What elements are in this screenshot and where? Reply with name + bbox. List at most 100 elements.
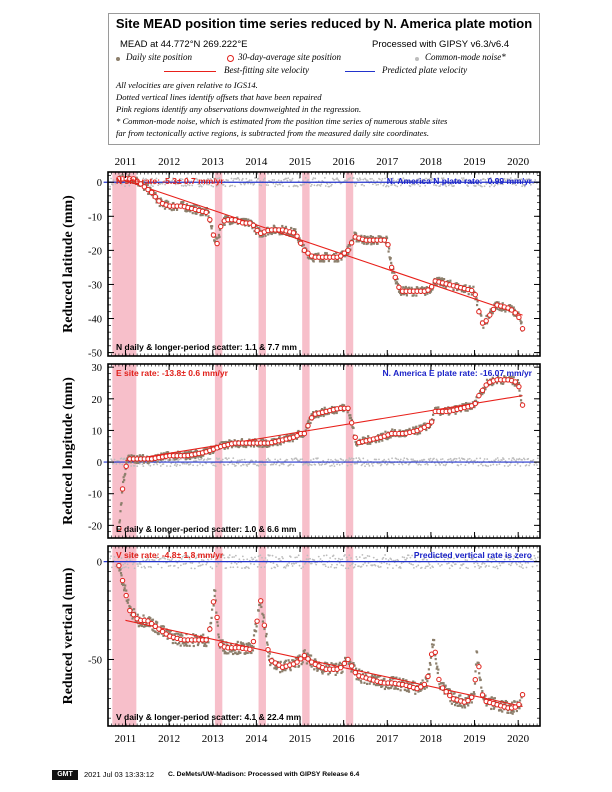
daily-position-point bbox=[316, 669, 319, 672]
daily-position-point bbox=[213, 239, 216, 243]
common-mode-point bbox=[435, 184, 438, 187]
daily-position-point bbox=[252, 634, 256, 637]
daily-position-point bbox=[275, 666, 279, 669]
common-mode-point bbox=[447, 184, 450, 187]
common-mode-point bbox=[433, 457, 435, 460]
daily-position-point bbox=[395, 676, 398, 679]
daily-position-point bbox=[493, 706, 496, 709]
common-mode-point bbox=[477, 183, 480, 186]
daily-position-point bbox=[428, 661, 432, 665]
x-tick-label-bottom: 2019 bbox=[464, 733, 487, 745]
daily-position-point bbox=[376, 242, 379, 245]
daily-position-point bbox=[182, 641, 185, 645]
common-mode-point bbox=[232, 179, 235, 182]
y-tick-label: 30 bbox=[92, 363, 103, 374]
common-mode-point bbox=[317, 462, 320, 465]
avg30-point bbox=[341, 660, 348, 667]
daily-position-point bbox=[390, 686, 393, 689]
daily-position-point bbox=[405, 294, 409, 297]
daily-position-point bbox=[500, 709, 503, 712]
common-mode-point bbox=[397, 559, 400, 562]
daily-position-point bbox=[216, 621, 219, 624]
daily-position-point bbox=[341, 665, 345, 668]
daily-position-point bbox=[434, 654, 437, 657]
common-mode-point bbox=[203, 458, 206, 461]
common-mode-point bbox=[197, 183, 200, 186]
common-mode-point bbox=[361, 183, 364, 186]
daily-position-point bbox=[132, 181, 136, 184]
daily-position-point bbox=[438, 683, 441, 686]
common-mode-point bbox=[138, 562, 141, 564]
common-mode-point bbox=[467, 462, 470, 465]
avg30-point bbox=[338, 664, 344, 671]
common-mode-point bbox=[422, 179, 425, 182]
common-mode-point bbox=[516, 557, 519, 560]
daily-position-point bbox=[481, 392, 484, 396]
daily-position-point bbox=[122, 476, 125, 479]
common-mode-point bbox=[186, 183, 189, 186]
daily-position-point bbox=[134, 461, 137, 464]
daily-position-point bbox=[460, 704, 463, 708]
common-mode-point bbox=[260, 566, 263, 569]
common-mode-point bbox=[249, 182, 252, 185]
avg30-point bbox=[345, 405, 351, 411]
common-mode-point bbox=[317, 555, 320, 558]
common-mode-point bbox=[274, 185, 277, 188]
downweight-region bbox=[112, 364, 137, 538]
common-mode-point bbox=[285, 177, 288, 180]
common-mode-point bbox=[304, 561, 307, 564]
daily-position-point bbox=[493, 303, 496, 306]
common-mode-point bbox=[474, 185, 477, 187]
daily-position-point bbox=[222, 441, 225, 444]
daily-position-point bbox=[245, 445, 248, 449]
common-mode-point bbox=[245, 565, 248, 568]
common-mode-point bbox=[467, 185, 469, 187]
daily-position-point bbox=[178, 641, 181, 645]
common-mode-point bbox=[348, 554, 351, 556]
daily-position-point bbox=[452, 288, 455, 292]
daily-position-point bbox=[464, 697, 467, 700]
daily-position-point bbox=[419, 689, 422, 692]
daily-position-point bbox=[292, 228, 295, 231]
common-mode-point bbox=[238, 178, 241, 181]
daily-position-point bbox=[120, 502, 123, 505]
daily-position-point bbox=[366, 235, 369, 238]
daily-position-point bbox=[309, 663, 312, 667]
common-mode-point bbox=[506, 555, 509, 558]
common-mode-point bbox=[310, 185, 312, 188]
daily-position-point bbox=[366, 442, 369, 446]
daily-position-point bbox=[346, 245, 349, 248]
daily-position-point bbox=[377, 434, 380, 437]
daily-position-point bbox=[403, 287, 406, 290]
common-mode-point bbox=[220, 179, 222, 182]
avg30-point bbox=[447, 692, 453, 699]
common-mode-point bbox=[521, 185, 524, 188]
daily-position-point bbox=[266, 643, 269, 646]
x-tick-label-top: 2014 bbox=[245, 156, 268, 168]
common-mode-point bbox=[443, 558, 446, 561]
daily-position-point bbox=[288, 661, 291, 664]
common-mode-point bbox=[144, 179, 146, 182]
common-mode-point bbox=[301, 458, 304, 461]
daily-position-point bbox=[268, 652, 271, 655]
common-mode-point bbox=[272, 463, 275, 466]
daily-position-point bbox=[176, 643, 179, 646]
common-mode-point bbox=[516, 462, 519, 465]
daily-position-point bbox=[383, 677, 386, 680]
y-tick-label: -40 bbox=[88, 315, 102, 326]
daily-position-point bbox=[182, 201, 185, 204]
common-mode-point bbox=[159, 557, 162, 560]
common-mode-point bbox=[387, 458, 390, 461]
avg30-point bbox=[421, 681, 428, 688]
daily-position-point bbox=[191, 641, 194, 644]
common-mode-point bbox=[453, 184, 455, 187]
daily-position-point bbox=[276, 660, 280, 664]
daily-position-point bbox=[399, 689, 402, 692]
daily-position-point bbox=[229, 642, 233, 646]
daily-position-point bbox=[239, 444, 242, 448]
common-mode-point bbox=[173, 464, 176, 466]
common-mode-point bbox=[444, 183, 447, 186]
common-mode-point bbox=[209, 566, 212, 568]
common-mode-point bbox=[240, 464, 242, 467]
daily-position-point bbox=[233, 439, 236, 442]
